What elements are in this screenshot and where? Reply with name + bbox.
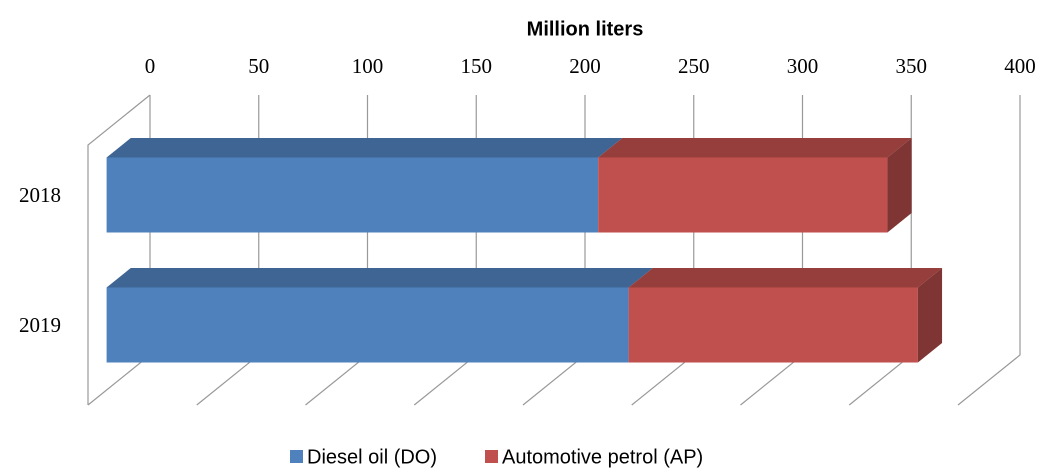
bar-top — [598, 137, 912, 158]
x-tick-label: 50 — [248, 54, 269, 78]
y-tick-label: 2018 — [19, 183, 61, 207]
bar-top — [106, 267, 653, 288]
axis-title: Million liters — [527, 18, 644, 40]
x-tick-label: 150 — [461, 54, 493, 78]
bar-side — [917, 267, 943, 363]
x-tick-label: 0 — [145, 54, 156, 78]
x-tick-label: 100 — [352, 54, 384, 78]
x-tick-label: 250 — [678, 54, 710, 78]
bar-top — [628, 267, 943, 288]
bar — [628, 287, 918, 363]
bar — [598, 157, 888, 233]
legend-label: Diesel oil (DO) — [307, 446, 437, 468]
bar — [106, 287, 629, 363]
x-tick-label: 300 — [787, 54, 819, 78]
legend-swatch — [290, 450, 303, 463]
x-tick-label: 400 — [1004, 54, 1036, 78]
bar-top — [106, 137, 623, 158]
x-tick-label: 350 — [896, 54, 928, 78]
legend-swatch — [485, 450, 498, 463]
y-tick-label: 2019 — [19, 313, 61, 337]
grid-line — [957, 95, 1021, 406]
bar — [106, 157, 599, 233]
legend-label: Automotive petrol (AP) — [502, 446, 703, 468]
x-tick-label: 200 — [569, 54, 601, 78]
bar-side — [887, 137, 912, 233]
side-wall — [87, 94, 151, 405]
